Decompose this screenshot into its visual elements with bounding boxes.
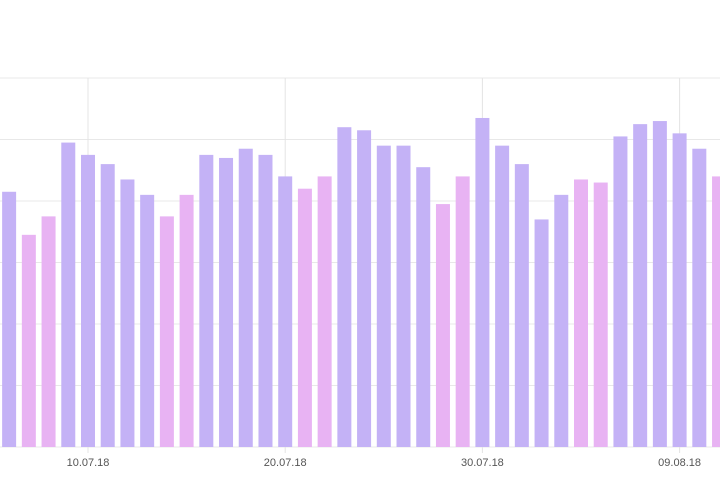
bar (554, 194, 569, 447)
bar (199, 154, 214, 447)
bar (61, 142, 76, 447)
bar (574, 179, 588, 447)
bar (613, 136, 628, 448)
bar (495, 145, 510, 447)
bar (140, 194, 155, 447)
bar (2, 191, 17, 447)
bar (416, 167, 431, 448)
bar (238, 148, 253, 447)
bar (712, 176, 720, 447)
bar (317, 176, 332, 447)
bar (376, 145, 391, 447)
bar (297, 188, 312, 447)
bar (120, 179, 135, 447)
bar (81, 154, 95, 447)
x-tick-label: 20.07.18 (264, 457, 307, 469)
bar (672, 133, 687, 447)
bar (41, 216, 56, 447)
bar (159, 216, 174, 447)
bar (278, 176, 293, 447)
bar (692, 148, 707, 447)
bar (258, 154, 273, 447)
bar (337, 127, 352, 447)
bar (357, 130, 372, 447)
x-tick-label: 09.08.18 (658, 457, 701, 469)
bar (179, 194, 194, 447)
bar (593, 182, 608, 448)
bar (475, 117, 490, 447)
bar (396, 145, 411, 447)
bar (633, 124, 648, 447)
bar (534, 219, 549, 447)
x-tick-label: 30.07.18 (461, 457, 504, 469)
bar (652, 121, 667, 448)
bar (514, 164, 529, 447)
bar (455, 176, 470, 447)
bar (21, 234, 36, 447)
bar (435, 204, 450, 447)
x-tick-label: 10.07.18 (67, 457, 110, 469)
bar (219, 157, 234, 447)
bar (100, 164, 115, 447)
